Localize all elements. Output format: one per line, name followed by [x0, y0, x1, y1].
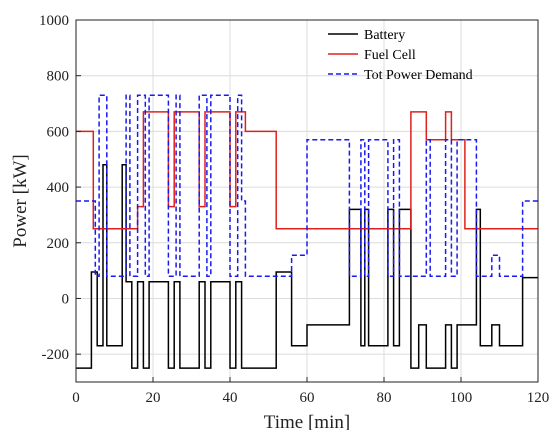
x-tick-label: 20	[146, 390, 161, 406]
legend-label-2: Tot Power Demand	[364, 68, 473, 83]
y-tick-label: -200	[42, 347, 70, 363]
y-tick-label: 400	[47, 180, 70, 196]
y-tick-label: 800	[47, 69, 70, 85]
x-tick-label: 80	[377, 390, 392, 406]
x-tick-label: 0	[72, 390, 80, 406]
legend: Battery Fuel Cell Tot Power Demand	[328, 28, 473, 83]
x-tick-label: 60	[300, 390, 315, 406]
legend-label-0: Battery	[364, 28, 405, 43]
y-tick-label: 1000	[39, 13, 69, 29]
x-axis-label: Time [min]	[264, 412, 350, 430]
x-tick-label: 40	[223, 390, 238, 406]
series-line-1	[76, 111, 538, 230]
legend-label-1: Fuel Cell	[364, 48, 416, 63]
axis-ticks: 0 20 40 60 80 100 120 -200 0 200 400 600 800 1000	[39, 13, 549, 406]
series-line-0	[76, 164, 538, 369]
x-tick-label: 100	[450, 390, 473, 406]
series-lines	[76, 94, 538, 369]
y-tick-label: 0	[62, 291, 70, 307]
y-tick-label: 200	[47, 236, 70, 252]
x-tick-label: 120	[527, 390, 550, 406]
y-tick-label: 600	[47, 124, 70, 140]
y-axis-label: Power [kW]	[10, 154, 31, 247]
series-line-2	[76, 94, 538, 277]
